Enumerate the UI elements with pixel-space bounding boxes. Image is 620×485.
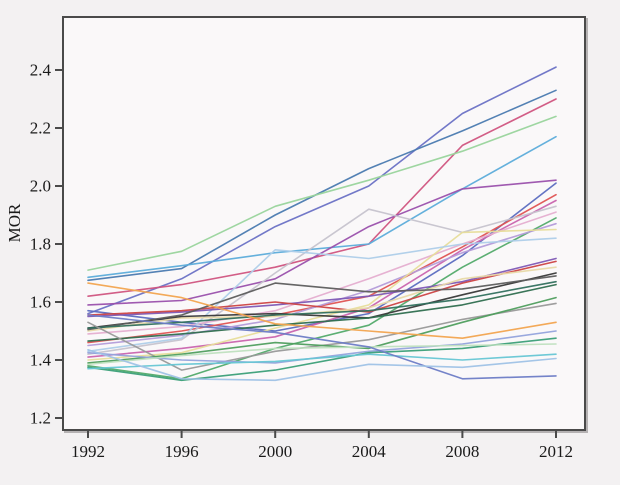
x-tick-label: 2008 — [445, 442, 479, 461]
series-line-line-purple — [87, 179, 557, 306]
y-tick-label: 2.2 — [30, 119, 51, 138]
series-line-line-sky-blue — [87, 135, 557, 279]
x-tick-label: 2012 — [539, 442, 573, 461]
series-line-line-pale-green — [87, 343, 557, 366]
series-line-line-teal-green — [87, 337, 557, 382]
series-line-line-pale-blue — [87, 237, 557, 353]
series-line-line-crimson — [87, 98, 557, 298]
series-line-line-green — [87, 217, 557, 380]
series-line-line-dark-red — [87, 260, 557, 316]
x-tick-label: 2000 — [258, 442, 292, 461]
y-tick-label: 1.8 — [30, 235, 51, 254]
axes: 1.2 1.4 1.6 1.8 2.0 2.2 2.4 1992 1996 2000 2004 200… — [30, 61, 573, 462]
series-line-line-orange — [87, 282, 557, 340]
y-tick-label: 2.4 — [30, 61, 52, 80]
x-tick-label: 2004 — [352, 442, 387, 461]
series-line-line-slate-blue — [87, 314, 557, 380]
series-line-line-light-green — [87, 115, 557, 271]
series-line-line-light-pink — [87, 211, 557, 335]
series-line-line-dark-gray — [87, 275, 557, 331]
series-lines — [87, 66, 557, 382]
series-line-line-silver — [87, 205, 557, 356]
series-line-line-cyan — [87, 353, 557, 370]
series-line-line-med-green — [87, 296, 557, 364]
x-tick-label: 1992 — [71, 442, 105, 461]
series-line-line-light-steel — [87, 348, 557, 382]
y-tick-label: 1.6 — [30, 293, 51, 312]
x-tick-label: 1996 — [165, 442, 199, 461]
y-tick-label: 1.4 — [30, 351, 52, 370]
y-tick-label: 2.0 — [30, 177, 51, 196]
series-line-line-violet — [87, 257, 557, 318]
series-line-line-black — [87, 272, 557, 329]
y-axis-title: MOR — [5, 203, 24, 242]
series-line-line-lavender — [87, 222, 557, 347]
plot-area — [62, 16, 586, 431]
y-tick-label: 1.2 — [30, 409, 51, 428]
series-line-line-indigo — [87, 66, 557, 315]
series-line-line-steel-blue — [87, 89, 557, 282]
series-line-line-dark-green — [87, 283, 557, 342]
